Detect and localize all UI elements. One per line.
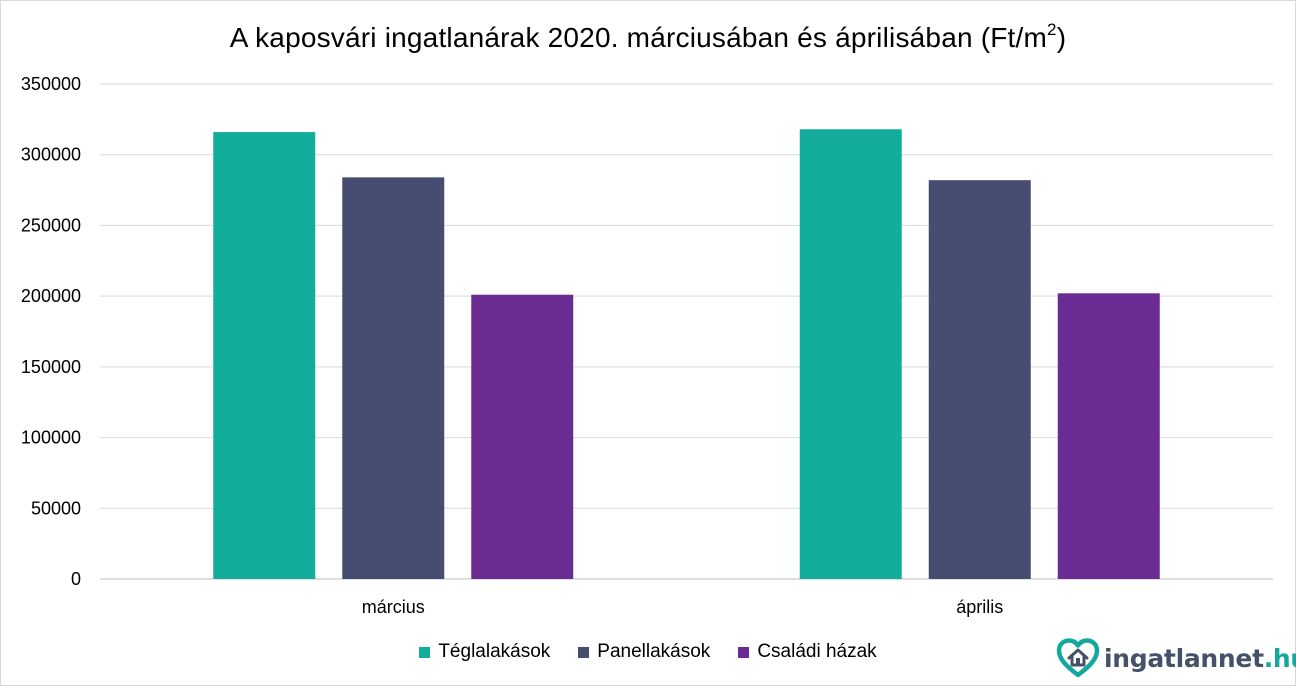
- legend-swatch: [419, 646, 431, 658]
- y-tick-label: 250000: [21, 215, 81, 235]
- brand-logo: ingatlannet.hu: [1056, 638, 1296, 678]
- legend-label: Családi házak: [757, 641, 877, 662]
- legend-swatch: [738, 646, 750, 658]
- legend-label: Téglalakások: [438, 641, 551, 662]
- bar: [471, 294, 574, 579]
- bar: [342, 177, 445, 580]
- chart-legend: Téglalakások Panellakások Családi házak: [0, 641, 1296, 663]
- y-tick-label: 50000: [31, 498, 81, 518]
- y-tick-label: 100000: [21, 428, 81, 448]
- x-tick-label: április: [956, 597, 1003, 617]
- x-tick-label: március: [362, 597, 425, 617]
- y-tick-label: 150000: [21, 357, 81, 377]
- house-heart-icon: [1056, 638, 1100, 678]
- chart-title: A kaposvári ingatlanárak 2020. márciusáb…: [229, 20, 1067, 53]
- y-tick-label: 200000: [21, 286, 81, 306]
- y-tick-label: 350000: [21, 74, 81, 94]
- legend-item: Családi házak: [738, 641, 877, 663]
- bar: [1057, 293, 1160, 579]
- legend-swatch: [578, 646, 590, 658]
- legend-item: Téglalakások: [419, 641, 550, 663]
- legend-label: Panellakások: [597, 641, 711, 662]
- bar: [928, 180, 1031, 579]
- bar: [213, 132, 316, 580]
- bar: [799, 129, 902, 579]
- y-tick-label: 300000: [21, 145, 81, 165]
- legend-item: Panellakások: [578, 641, 710, 663]
- y-tick-label: 0: [71, 569, 81, 589]
- logo-text: ingatlannet.hu: [1104, 643, 1296, 673]
